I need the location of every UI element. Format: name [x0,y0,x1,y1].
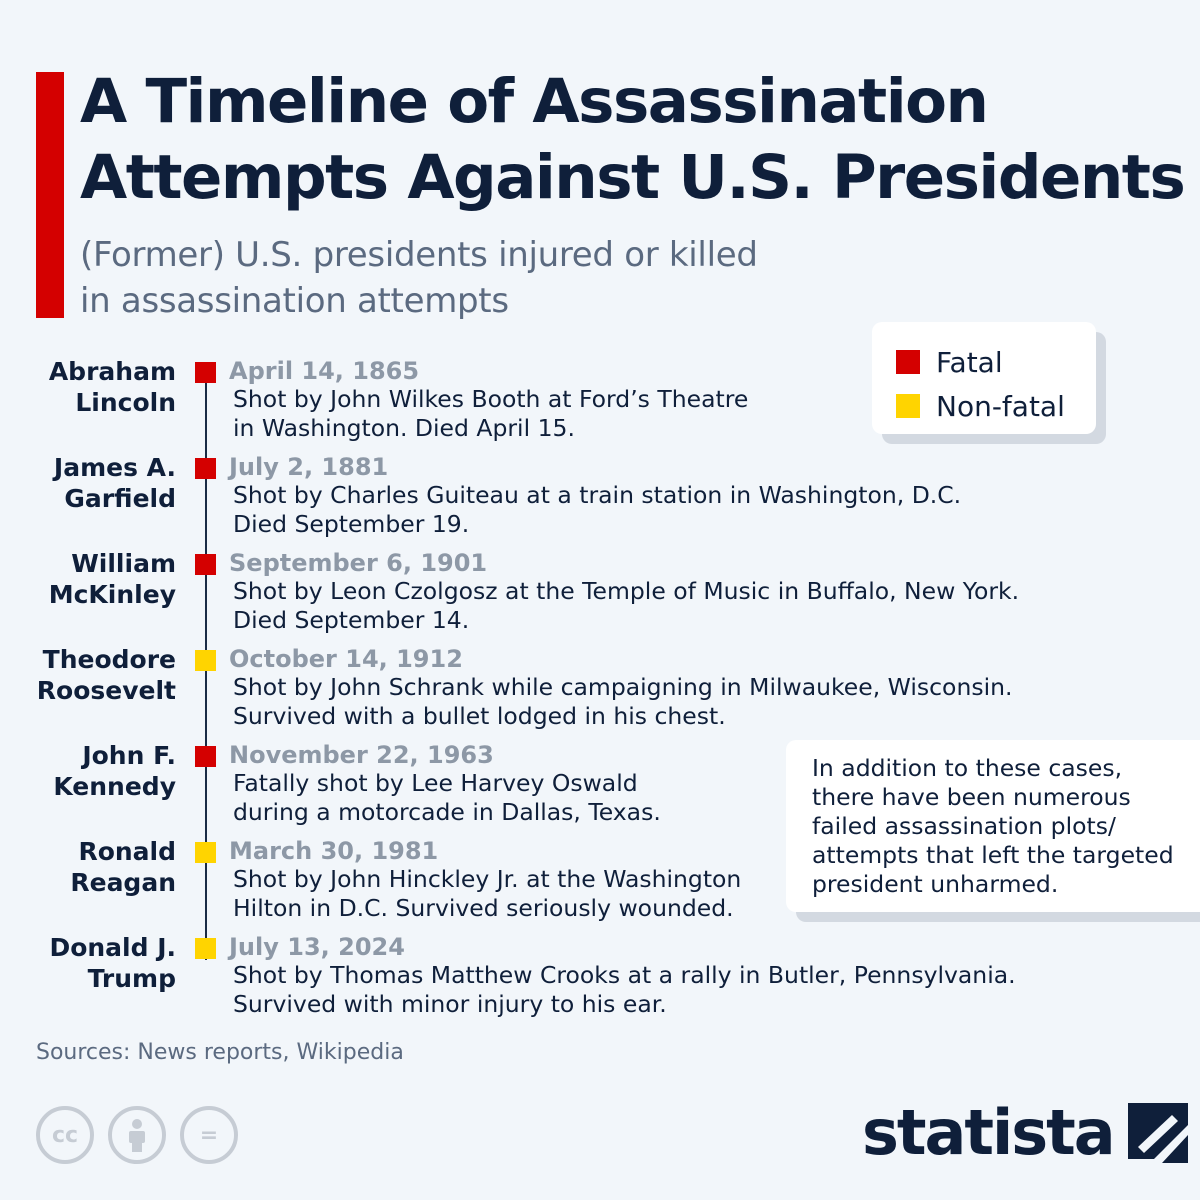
accent-bar [36,72,64,318]
subtitle-line: in assassination attempts [80,281,509,321]
president-name-line: McKinley [48,580,176,609]
event-description: Shot by Thomas Matthew Crooks at a rally… [233,961,1053,1019]
event-date: October 14, 1912 [229,645,463,673]
event-description: Shot by Leon Czolgosz at the Temple of M… [233,577,1053,635]
source-note: Sources: News reports, Wikipedia [36,1040,404,1065]
non-fatal-marker-icon [195,650,216,671]
event-description-line: Died September 19. [233,510,470,538]
note-box: In addition to these cases, there have b… [786,740,1200,912]
president-name-line: Theodore [42,645,176,674]
statista-logo-icon [1127,1102,1188,1163]
fatal-marker-icon [195,554,216,575]
president-name: John F. Kennedy [6,740,176,802]
president-name-line: Kennedy [53,772,176,801]
president-name-line: William [71,549,176,578]
page-title: A Timeline of Assassination Attempts Aga… [80,66,1186,213]
legend-label-fatal: Fatal [936,345,1003,379]
event-description: Fatally shot by Lee Harvey Oswald during… [233,769,1053,827]
event-description-line: Survived with a bullet lodged in his che… [233,702,726,730]
non-fatal-marker-icon [195,842,216,863]
event-date: September 6, 1901 [229,549,488,577]
event-description-line: during a motorcade in Dallas, Texas. [233,798,661,826]
event-description-line: in Washington. Died April 15. [233,414,575,442]
event-description-line: Hilton in D.C. Survived seriously wounde… [233,894,734,922]
event-description-line: Shot by John Wilkes Booth at Ford’s Thea… [233,385,749,413]
timeline-event: James A. Garfield July 2, 1881 Shot by C… [0,452,1200,542]
note-line: there have been numerous [812,783,1131,811]
legend: Fatal Non-fatal [872,322,1096,434]
event-date: March 30, 1981 [229,837,439,865]
event-date: April 14, 1865 [229,357,420,385]
attribution-icon[interactable] [108,1106,166,1164]
non-fatal-marker-icon [195,938,216,959]
timeline-event: Abraham Lincoln April 14, 1865 Shot by J… [0,356,1200,446]
event-description-line: Survived with minor injury to his ear. [233,990,667,1018]
event-description: Shot by John Schrank while campaigning i… [233,673,1053,731]
president-name: Donald J. Trump [6,932,176,994]
timeline-event: Donald J. Trump July 13, 2024 Shot by Th… [0,932,1200,1022]
license-icons: cc = [36,1106,252,1164]
event-description: Shot by John Hinckley Jr. at the Washing… [233,865,1053,923]
event-description-line: Shot by Thomas Matthew Crooks at a rally… [233,961,1016,989]
president-name-line: Ronald [78,837,176,866]
president-name-line: Donald J. [49,933,176,962]
president-name: Ronald Reagan [6,836,176,898]
brand-logo[interactable]: statista [862,1096,1188,1169]
fatal-swatch-icon [896,350,920,374]
event-description-line: Shot by Leon Czolgosz at the Temple of M… [233,577,1020,605]
note-line: failed assassination plots/ [812,812,1116,840]
fatal-marker-icon [195,458,216,479]
subtitle-line: (Former) U.S. presidents injured or kill… [80,235,758,275]
president-name: Theodore Roosevelt [6,644,176,706]
president-name-line: Abraham [48,357,176,386]
president-name-line: Trump [87,964,176,993]
creative-commons-icon[interactable]: cc [36,1106,94,1164]
event-date: November 22, 1963 [229,741,494,769]
timeline-event: John F. Kennedy November 22, 1963 Fatall… [0,740,1200,830]
legend-label-non-fatal: Non-fatal [936,389,1065,423]
president-name: William McKinley [6,548,176,610]
president-name-line: Roosevelt [36,676,176,705]
timeline-event: Theodore Roosevelt October 14, 1912 Shot… [0,644,1200,734]
timeline-event: William McKinley September 6, 1901 Shot … [0,548,1200,638]
page-subtitle: (Former) U.S. presidents injured or kill… [80,232,840,324]
event-description: Shot by John Wilkes Booth at Ford’s Thea… [233,385,1053,443]
legend-item-fatal: Fatal [896,340,1096,384]
event-description-line: Shot by Charles Guiteau at a train stati… [233,481,962,509]
timeline-event: Ronald Reagan March 30, 1981 Shot by Joh… [0,836,1200,926]
brand-wordmark: statista [862,1096,1116,1169]
event-date: July 2, 1881 [229,453,389,481]
event-description-line: Shot by John Schrank while campaigning i… [233,673,1013,701]
event-description: Shot by Charles Guiteau at a train stati… [233,481,1053,539]
fatal-marker-icon [195,746,216,767]
president-name-line: Garfield [64,484,176,513]
event-description-line: Shot by John Hinckley Jr. at the Washing… [233,865,742,893]
president-name-line: John F. [82,741,176,770]
president-name: Abraham Lincoln [6,356,176,418]
event-description-line: Died September 14. [233,606,470,634]
president-name: James A. Garfield [6,452,176,514]
president-name-line: Reagan [70,868,176,897]
non-fatal-swatch-icon [896,394,920,418]
note-line: president unharmed. [812,870,1059,898]
president-name-line: Lincoln [75,388,176,417]
no-derivatives-icon[interactable]: = [180,1106,238,1164]
note-line: In addition to these cases, [812,754,1123,782]
event-date: July 13, 2024 [229,933,405,961]
fatal-marker-icon [195,362,216,383]
event-description-line: Fatally shot by Lee Harvey Oswald [233,769,638,797]
legend-item-non-fatal: Non-fatal [896,384,1096,428]
note-line: attempts that left the targeted [812,841,1174,869]
president-name-line: James A. [53,453,176,482]
